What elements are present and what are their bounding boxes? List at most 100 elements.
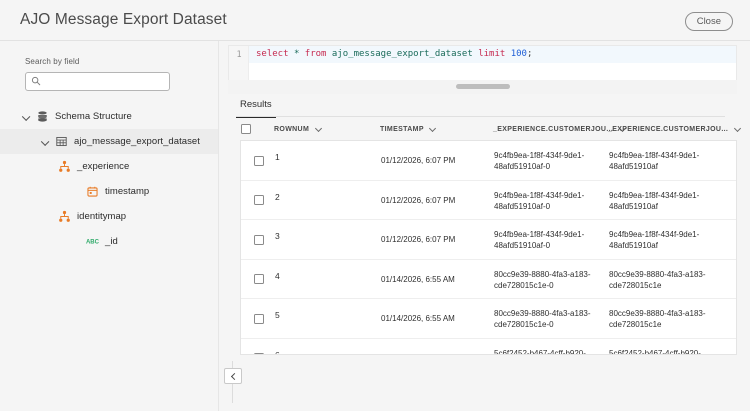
chevron-down-icon[interactable] — [22, 112, 31, 121]
table-row[interactable]: 2 01/12/2026, 6:07 PM 9c4fb9ea-1f8f-434f-9… — [241, 180, 736, 220]
tree-item-timestamp[interactable]: timestamp — [0, 179, 218, 204]
chevron-down-icon[interactable] — [430, 126, 437, 133]
tree-item-label: ajo_message_export_dataset — [74, 135, 200, 147]
cell-journey1: 9c4fb9ea-1f8f-434f-9de1- 48afd51910af-0 — [494, 151, 585, 171]
cell-journey1: 80cc9e39-8880-4fa3-a183- cde728015c1e-0 — [494, 269, 591, 290]
sql-token: select — [256, 49, 289, 59]
row-checkbox[interactable] — [254, 195, 264, 205]
column-header-journey1[interactable]: _EXPERIENCE.CUSTOMERJOU... — [493, 126, 626, 133]
cell-rownum: 6 — [275, 349, 280, 355]
abc-icon: ABC — [86, 240, 99, 246]
cell-journey2: 5c6f2452-b467-4cff-b920- ab1284f54f59 — [609, 348, 701, 355]
cell-rownum: 3 — [275, 231, 280, 241]
table-row[interactable]: 3 01/12/2026, 6:07 PM 9c4fb9ea-1f8f-434f-9… — [241, 220, 736, 260]
search-input[interactable] — [25, 71, 170, 91]
editor-gutter: 1 — [229, 46, 249, 81]
tree-item-label: timestamp — [105, 185, 150, 197]
column-header-rownum[interactable]: ROWNUM — [274, 126, 322, 133]
tab-divider — [236, 116, 725, 117]
row-checkbox[interactable] — [254, 274, 264, 284]
table-row[interactable]: 5 01/14/2026, 6:55 AM 80cc9e39-8880-4fa3-a… — [241, 299, 736, 339]
tree-item-ajo-message-export-dataset[interactable]: ajo_message_export_dataset — [0, 129, 218, 154]
checkbox-icon[interactable] — [241, 124, 251, 134]
sql-editor[interactable]: 1 select * from ajo_message_export_datas… — [228, 45, 737, 81]
cell-timestamp: 12/09/2025, 7:41 AM — [381, 353, 455, 355]
cell-timestamp: 01/14/2026, 6:55 AM — [381, 314, 455, 323]
scrollbar-thumb[interactable] — [456, 84, 510, 89]
cell-timestamp: 01/12/2026, 6:07 PM — [381, 195, 456, 205]
sql-token: from — [304, 49, 327, 59]
object-icon — [59, 210, 70, 222]
chevron-down-icon[interactable] — [41, 137, 50, 146]
database-icon — [38, 111, 47, 122]
cell-journey2: 9c4fb9ea-1f8f-434f-9de1- 48afd51910af — [609, 230, 700, 250]
column-header-label: _EXPERIENCE.CUSTOMERJOU... — [608, 125, 729, 133]
table-icon — [56, 136, 67, 147]
cell-timestamp: 01/12/2026, 6:07 PM — [381, 235, 456, 244]
cell-rownum: 5 — [275, 310, 280, 320]
row-checkbox[interactable] — [254, 353, 264, 354]
window-header: AJO Message Export Dataset Close — [0, 0, 750, 41]
sql-token: ; — [526, 49, 533, 59]
results-panel: Results ROWNUM TIMESTAMP _EXPERIENCE.CUSTO… — [228, 94, 737, 359]
tree-item-label: _id — [105, 235, 118, 247]
results-table-body: 1 01/12/2026, 6:07 PM 9c4fb9ea-1f8f-434f-9… — [240, 140, 737, 355]
cell-rownum: 2 — [275, 191, 280, 202]
search-field-label: Search by field — [25, 57, 80, 66]
table-row[interactable]: 6 12/09/2025, 7:41 AM 5c6f2452-b467-4cff-b… — [241, 338, 736, 355]
row-checkbox[interactable] — [254, 234, 264, 245]
tree-item-identitymap[interactable]: identitymap — [0, 204, 218, 229]
column-header-journey2[interactable]: _EXPERIENCE.CUSTOMERJOU... — [608, 126, 741, 133]
tree-item-schema-structure[interactable]: Schema Structure — [0, 104, 218, 129]
schema-tree: Schema Structure ajo_message_export_datas… — [0, 104, 218, 254]
cell-timestamp: 01/12/2026, 6:07 PM — [381, 156, 456, 165]
tree-item-experience[interactable]: _experience — [0, 154, 218, 179]
page-title: AJO Message Export Dataset — [20, 11, 227, 28]
column-header-label: ROWNUM — [274, 125, 310, 133]
schema-sidebar: Search by field Schema Structure ajo_mess… — [0, 41, 219, 411]
column-header-label: _EXPERIENCE.CUSTOMERJOU... — [493, 125, 614, 133]
cell-journey2: 80cc9e39-8880-4fa3-a183- cde728015c1e — [609, 269, 706, 290]
table-row[interactable]: 1 01/12/2026, 6:07 PM 9c4fb9ea-1f8f-434f-9… — [241, 141, 736, 181]
cell-timestamp: 01/14/2026, 6:55 AM — [381, 274, 455, 284]
cell-rownum: 4 — [275, 270, 280, 281]
tab-results[interactable]: Results — [236, 97, 276, 118]
tree-item-id[interactable]: ABC _id — [0, 229, 218, 254]
sql-code-line[interactable]: select * from ajo_message_export_dataset… — [249, 46, 736, 63]
line-number: 1 — [236, 50, 242, 60]
cell-journey1: 80cc9e39-8880-4fa3-a183- cde728015c1e-0 — [494, 309, 591, 329]
column-header-timestamp[interactable]: TIMESTAMP — [380, 126, 437, 133]
query-pane: 1 select * from ajo_message_export_datas… — [228, 45, 737, 365]
tree-item-label: Schema Structure — [55, 110, 132, 122]
collapse-sidebar-button[interactable] — [224, 368, 242, 384]
row-checkbox[interactable] — [254, 313, 264, 324]
cell-journey2: 9c4fb9ea-1f8f-434f-9de1- 48afd51910af — [609, 151, 700, 171]
cell-journey1: 9c4fb9ea-1f8f-434f-9de1- 48afd51910af-0 — [494, 230, 585, 250]
sql-token: * — [293, 49, 300, 59]
sql-token: limit — [478, 49, 506, 59]
cell-journey2: 9c4fb9ea-1f8f-434f-9de1- 48afd51910af — [609, 190, 700, 211]
chevron-down-icon[interactable] — [734, 126, 741, 133]
row-checkbox[interactable] — [254, 155, 264, 166]
tree-item-label: _experience — [77, 160, 130, 172]
cell-journey2: 80cc9e39-8880-4fa3-a183- cde728015c1e — [609, 309, 706, 329]
tree-item-label: identitymap — [77, 210, 127, 222]
search-field-wrapper — [25, 71, 170, 91]
select-all-checkbox[interactable] — [241, 124, 251, 134]
table-row[interactable]: 4 01/14/2026, 6:55 AM 80cc9e39-8880-4fa3-a… — [241, 259, 736, 299]
results-table-header: ROWNUM TIMESTAMP _EXPERIENCE.CUSTOMERJOU..… — [228, 118, 737, 140]
cell-journey1: 5c6f2452-b467-4cff-b920- ab1284f54f59-0 — [494, 348, 586, 355]
tree-spacer — [72, 237, 81, 246]
svg-text:ABC: ABC — [86, 240, 99, 246]
results-tab-bar: Results — [228, 94, 737, 118]
object-icon — [59, 160, 70, 172]
tree-spacer — [72, 187, 81, 196]
editor-horizontal-scrollbar[interactable] — [228, 80, 737, 94]
chevron-down-icon[interactable] — [315, 126, 322, 133]
sql-token: 100 — [510, 49, 527, 59]
cell-journey1: 9c4fb9ea-1f8f-434f-9de1- 48afd51910af-0 — [494, 190, 585, 211]
column-header-label: TIMESTAMP — [380, 125, 424, 133]
sql-token: ajo_message_export_dataset — [331, 49, 473, 59]
close-button[interactable]: Close — [684, 12, 733, 31]
